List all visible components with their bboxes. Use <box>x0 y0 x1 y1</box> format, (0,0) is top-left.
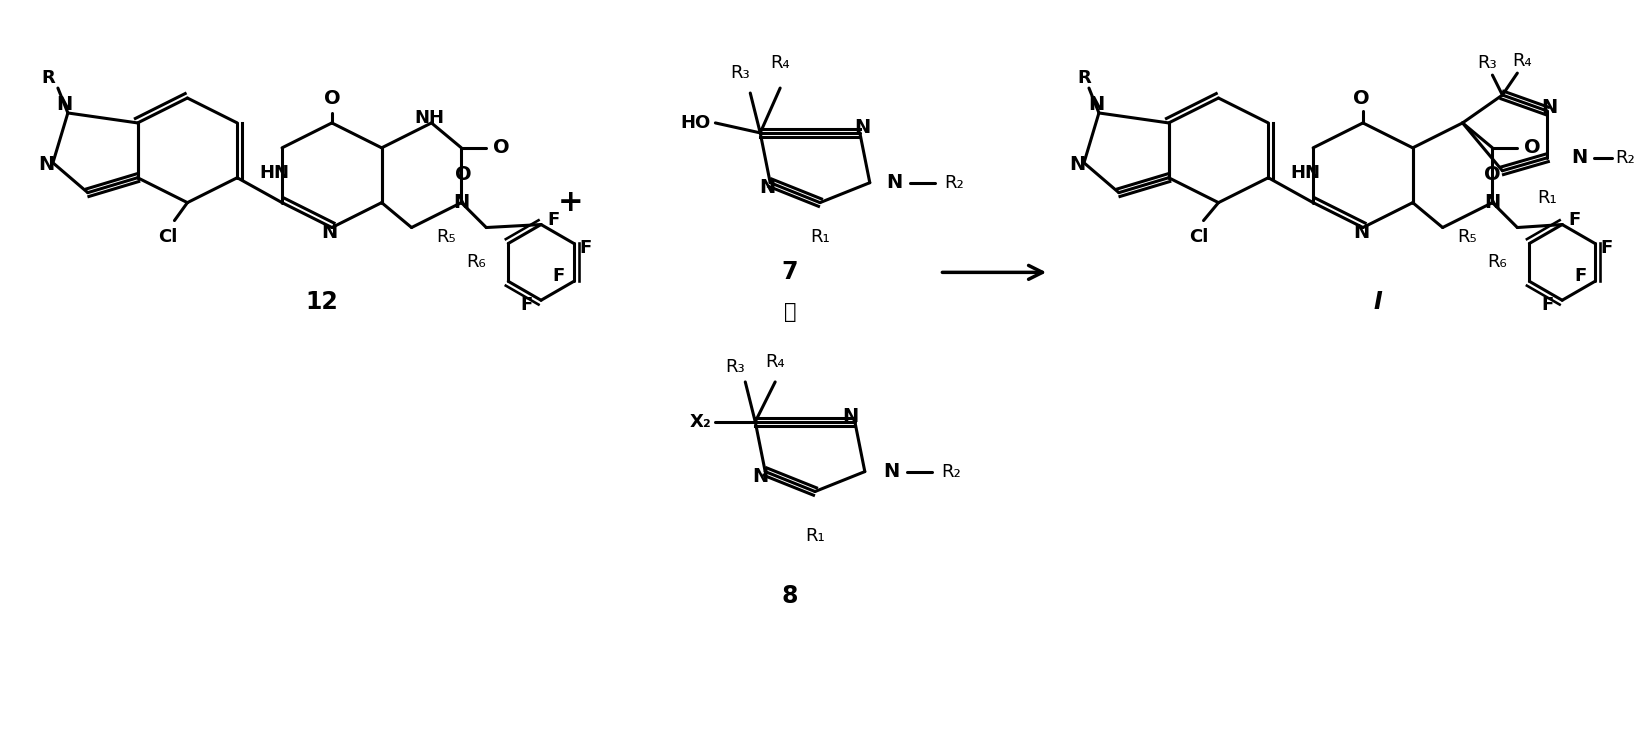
Text: R: R <box>41 69 54 87</box>
Text: R₆: R₆ <box>1488 253 1508 272</box>
Text: R₂: R₂ <box>945 173 964 192</box>
Text: O: O <box>1352 89 1369 108</box>
Text: F: F <box>553 267 565 285</box>
Text: F: F <box>579 239 593 258</box>
Text: +: + <box>558 188 584 217</box>
Text: R: R <box>1077 69 1090 87</box>
Text: 8: 8 <box>782 584 799 608</box>
Text: N: N <box>1352 223 1369 242</box>
Text: R₁: R₁ <box>805 527 825 545</box>
Text: F: F <box>1568 211 1580 228</box>
Text: O: O <box>1485 165 1501 184</box>
Text: N: N <box>1089 95 1103 114</box>
Text: R₃: R₃ <box>730 64 750 82</box>
Text: N: N <box>751 467 768 486</box>
Text: N: N <box>1540 99 1557 117</box>
Text: R₄: R₄ <box>771 54 791 72</box>
Text: N: N <box>453 193 470 212</box>
Text: R₄: R₄ <box>1513 52 1532 70</box>
Text: 7: 7 <box>782 261 799 284</box>
Text: R₄: R₄ <box>766 353 786 371</box>
Text: R₁: R₁ <box>1537 189 1557 206</box>
Text: F: F <box>1601 239 1612 258</box>
Text: R₅: R₅ <box>1457 228 1477 247</box>
Text: N: N <box>760 178 776 197</box>
Text: N: N <box>1485 193 1501 212</box>
Text: NH: NH <box>414 109 445 127</box>
Text: N: N <box>884 462 900 481</box>
Text: N: N <box>322 223 337 242</box>
Text: R₁: R₁ <box>810 228 830 247</box>
Text: F: F <box>1540 296 1554 314</box>
Text: HN: HN <box>259 164 290 182</box>
Text: 12: 12 <box>306 291 339 314</box>
Text: X₂: X₂ <box>689 413 712 431</box>
Text: R₆: R₆ <box>467 253 486 272</box>
Text: N: N <box>57 95 74 114</box>
Text: F: F <box>1573 267 1586 285</box>
Text: N: N <box>841 407 858 426</box>
Text: O: O <box>455 165 471 184</box>
Text: 或: 或 <box>784 302 796 322</box>
Text: N: N <box>1572 149 1588 168</box>
Text: N: N <box>1069 155 1085 174</box>
Text: HO: HO <box>681 114 710 132</box>
Text: R₅: R₅ <box>437 228 457 247</box>
Text: N: N <box>855 119 871 138</box>
Text: R₂: R₂ <box>941 463 961 481</box>
Text: N: N <box>38 155 54 174</box>
Text: O: O <box>324 89 340 108</box>
Text: R₃: R₃ <box>725 358 745 376</box>
Text: HN: HN <box>1290 164 1319 182</box>
Text: O: O <box>1524 138 1540 157</box>
Text: F: F <box>547 211 560 228</box>
Text: R₃: R₃ <box>1478 54 1498 72</box>
Text: N: N <box>887 173 904 193</box>
Text: F: F <box>521 296 532 314</box>
Text: Cl: Cl <box>157 228 177 247</box>
Text: O: O <box>493 138 509 157</box>
Text: Cl: Cl <box>1188 228 1208 247</box>
Text: R₂: R₂ <box>1616 149 1635 167</box>
Text: I: I <box>1373 291 1382 314</box>
